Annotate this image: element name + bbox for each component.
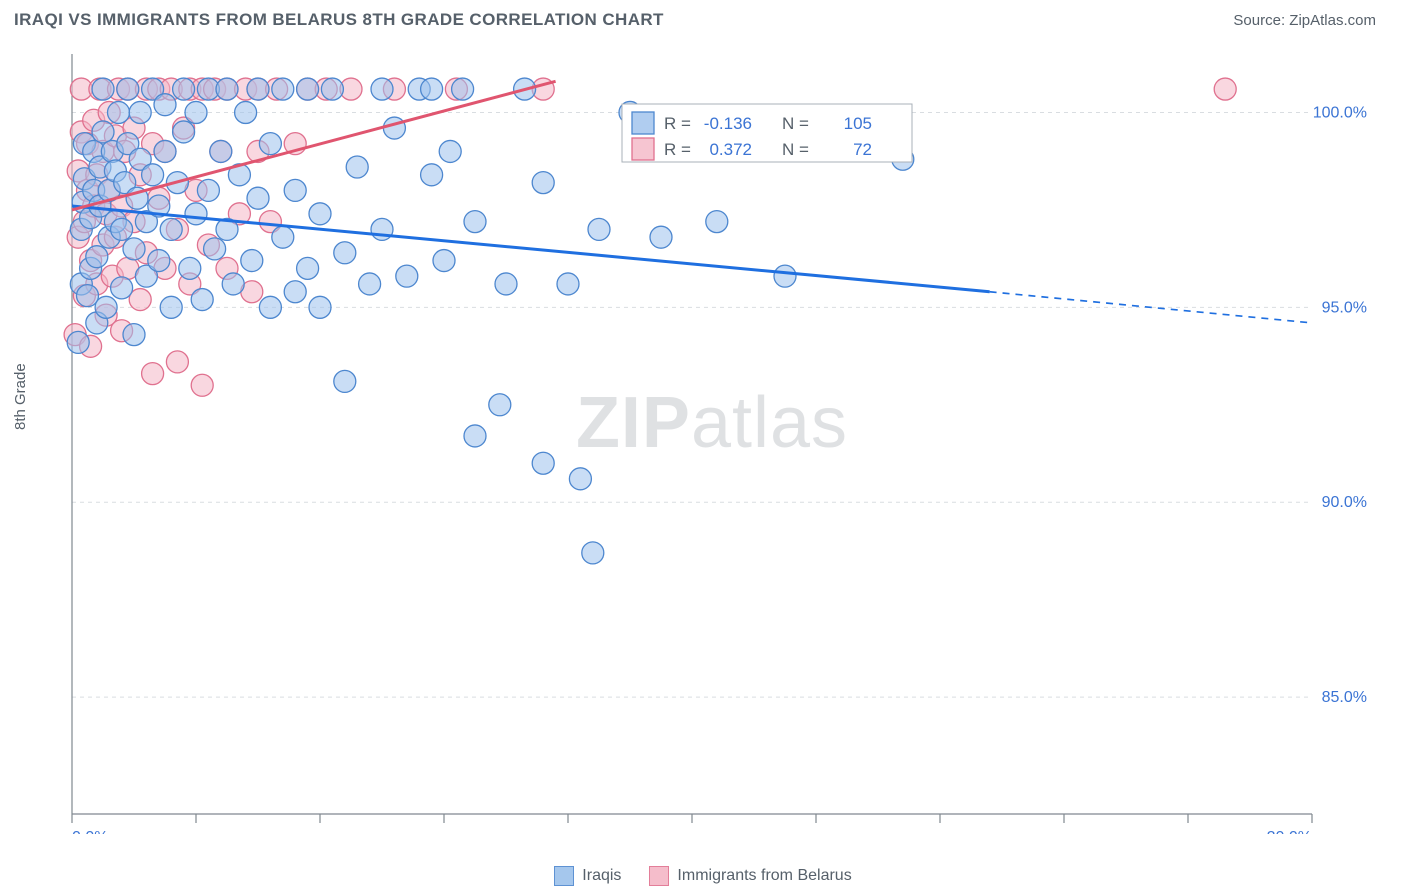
chart-source: Source: ZipAtlas.com bbox=[1233, 12, 1376, 29]
svg-text:20.0%: 20.0% bbox=[1267, 829, 1312, 834]
svg-text:N =: N = bbox=[782, 140, 809, 159]
legend-label-iraqis: Iraqis bbox=[582, 867, 621, 885]
svg-text:90.0%: 90.0% bbox=[1322, 494, 1367, 511]
legend-swatch-iraqis bbox=[554, 866, 574, 886]
legend-item-iraqis: Iraqis bbox=[554, 866, 621, 886]
chart-plot-area: 85.0% 90.0% 95.0% 100.0% 0.0% 20.0% R = -0.136 N… bbox=[52, 44, 1372, 834]
chart-title: IRAQI VS IMMIGRANTS FROM BELARUS 8TH GRA… bbox=[14, 10, 664, 30]
svg-text:-0.136: -0.136 bbox=[704, 114, 752, 133]
svg-text:95.0%: 95.0% bbox=[1322, 299, 1367, 316]
scatter-chart-svg: 85.0% 90.0% 95.0% 100.0% 0.0% 20.0% R = -0.136 N… bbox=[52, 44, 1372, 834]
legend-item-belarus: Immigrants from Belarus bbox=[649, 866, 851, 886]
legend-label-belarus: Immigrants from Belarus bbox=[677, 867, 851, 885]
svg-text:R =: R = bbox=[664, 114, 691, 133]
svg-text:0.0%: 0.0% bbox=[72, 829, 108, 834]
svg-text:105: 105 bbox=[844, 114, 872, 133]
chart-header: IRAQI VS IMMIGRANTS FROM BELARUS 8TH GRA… bbox=[0, 0, 1406, 36]
y-axis-label: 8th Grade bbox=[12, 363, 29, 430]
legend-swatch-belarus bbox=[649, 866, 669, 886]
bottom-legend: Iraqis Immigrants from Belarus bbox=[0, 866, 1406, 886]
svg-text:85.0%: 85.0% bbox=[1322, 689, 1367, 706]
svg-text:0.372: 0.372 bbox=[709, 140, 752, 159]
source-prefix: Source: bbox=[1233, 12, 1289, 29]
svg-text:72: 72 bbox=[853, 140, 872, 159]
svg-text:R =: R = bbox=[664, 140, 691, 159]
svg-text:100.0%: 100.0% bbox=[1313, 104, 1367, 121]
source-name: ZipAtlas.com bbox=[1289, 12, 1376, 29]
svg-text:N =: N = bbox=[782, 114, 809, 133]
